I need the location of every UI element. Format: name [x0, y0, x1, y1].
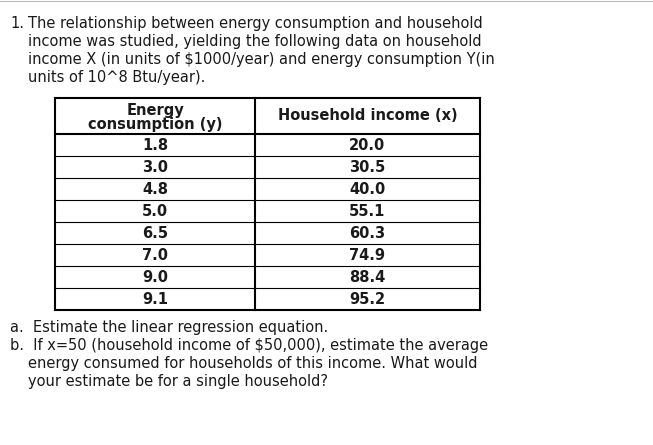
Text: 6.5: 6.5	[142, 226, 168, 240]
Text: 74.9: 74.9	[349, 247, 385, 263]
Text: 3.0: 3.0	[142, 159, 168, 174]
Text: income was studied, yielding the following data on household: income was studied, yielding the followi…	[28, 34, 482, 49]
Text: 40.0: 40.0	[349, 182, 386, 197]
Text: units of 10^8 Btu/year).: units of 10^8 Btu/year).	[28, 70, 206, 85]
Text: 9.1: 9.1	[142, 291, 168, 307]
Text: your estimate be for a single household?: your estimate be for a single household?	[28, 374, 328, 389]
Text: 95.2: 95.2	[349, 291, 385, 307]
Text: consumption (y): consumption (y)	[88, 117, 222, 133]
Text: 1.8: 1.8	[142, 138, 168, 153]
Text: 7.0: 7.0	[142, 247, 168, 263]
Text: b.  If x=50 (household income of $50,000), estimate the average: b. If x=50 (household income of $50,000)…	[10, 338, 488, 353]
Text: The relationship between energy consumption and household: The relationship between energy consumpt…	[28, 16, 483, 31]
Text: 9.0: 9.0	[142, 270, 168, 284]
Text: 5.0: 5.0	[142, 203, 168, 218]
Text: energy consumed for households of this income. What would: energy consumed for households of this i…	[28, 356, 477, 371]
Text: 1.: 1.	[10, 16, 24, 31]
Text: 60.3: 60.3	[349, 226, 385, 240]
Text: 20.0: 20.0	[349, 138, 386, 153]
Text: a.  Estimate the linear regression equation.: a. Estimate the linear regression equati…	[10, 320, 328, 335]
Text: Household income (x): Household income (x)	[278, 109, 457, 124]
Text: income X (in units of $1000/year) and energy consumption Y(in: income X (in units of $1000/year) and en…	[28, 52, 495, 67]
Text: Energy: Energy	[126, 104, 184, 118]
Text: 4.8: 4.8	[142, 182, 168, 197]
Text: 30.5: 30.5	[349, 159, 386, 174]
Text: 55.1: 55.1	[349, 203, 386, 218]
Text: 88.4: 88.4	[349, 270, 386, 284]
